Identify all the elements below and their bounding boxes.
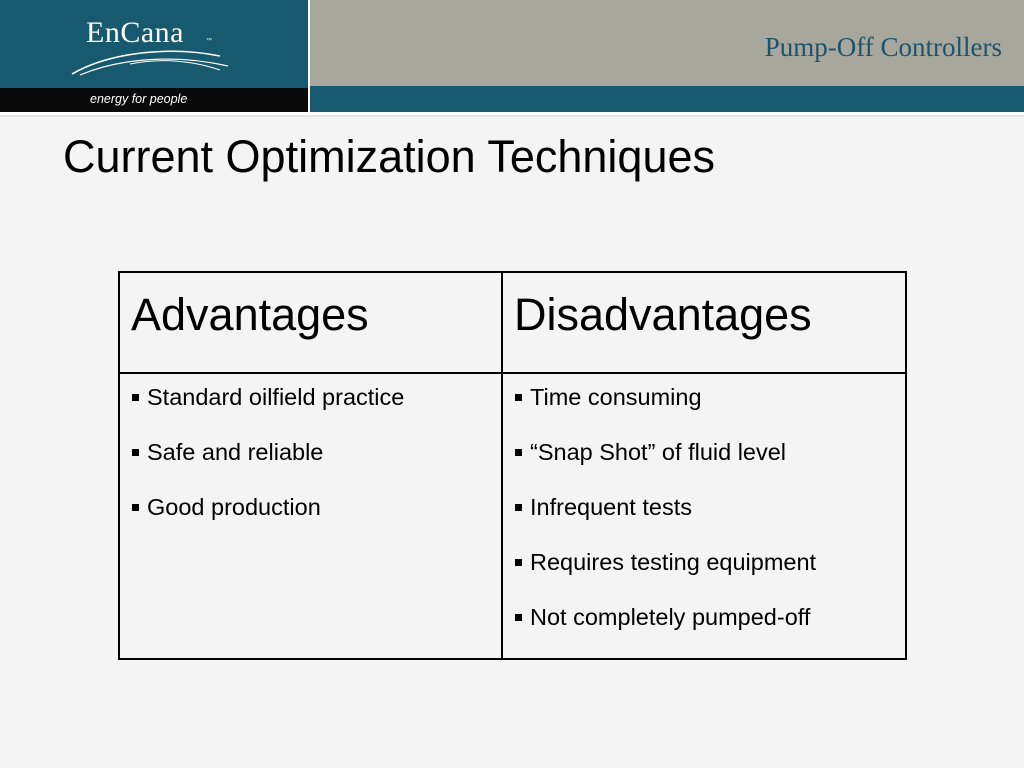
- list-item: Standard oilfield practice: [132, 383, 501, 438]
- list-item: Infrequent tests: [515, 493, 905, 548]
- square-bullet-icon: [132, 449, 139, 456]
- header-cell-advantages: Advantages: [118, 271, 503, 374]
- list-item-text: Requires testing equipment: [530, 549, 817, 575]
- logo-panel: [0, 0, 308, 88]
- list-item-text: Safe and reliable: [147, 439, 324, 465]
- comparison-table: Advantages Disadvantages Standard oilfie…: [118, 271, 907, 660]
- list-item-text: “Snap Shot” of fluid level: [530, 439, 787, 465]
- column-header: Disadvantages: [514, 289, 812, 340]
- list-item-text: Infrequent tests: [530, 494, 692, 520]
- disadvantages-cell: Time consuming “Snap Shot” of fluid leve…: [501, 372, 907, 660]
- logo-swoosh-icon: [71, 50, 229, 76]
- list-item: Safe and reliable: [132, 438, 501, 493]
- list-item-text: Not completely pumped-off: [530, 604, 811, 630]
- page-title: Current Optimization Techniques: [63, 131, 715, 182]
- logo-trademark: ™: [206, 38, 212, 44]
- list-item-text: Good production: [147, 494, 321, 520]
- advantages-cell: Standard oilfield practice Safe and reli…: [118, 372, 503, 660]
- table-header-row: Advantages Disadvantages: [118, 271, 907, 374]
- list-item: Good production: [132, 493, 501, 548]
- tagline: energy for people: [90, 92, 188, 106]
- company-logo: EnCana: [86, 16, 184, 50]
- tagline-bar: [0, 88, 308, 112]
- header-divider: [308, 0, 310, 112]
- logo-wordmark: EnCana: [86, 16, 184, 49]
- square-bullet-icon: [515, 559, 522, 566]
- list-item: Not completely pumped-off: [515, 603, 905, 658]
- header-rule-shadow: [0, 115, 1024, 117]
- square-bullet-icon: [515, 614, 522, 621]
- square-bullet-icon: [515, 394, 522, 401]
- list-item-text: Time consuming: [530, 384, 702, 410]
- list-item: Requires testing equipment: [515, 548, 905, 603]
- list-item: “Snap Shot” of fluid level: [515, 438, 905, 493]
- column-header: Advantages: [131, 289, 369, 340]
- square-bullet-icon: [515, 449, 522, 456]
- advantages-list: Standard oilfield practice Safe and reli…: [120, 374, 501, 548]
- header-cell-disadvantages: Disadvantages: [501, 271, 907, 374]
- list-item: Time consuming: [515, 383, 905, 438]
- header-band: [310, 0, 1024, 86]
- section-title: Pump-Off Controllers: [764, 32, 1002, 62]
- square-bullet-icon: [132, 394, 139, 401]
- table-row: Standard oilfield practice Safe and reli…: [118, 372, 907, 660]
- disadvantages-list: Time consuming “Snap Shot” of fluid leve…: [503, 374, 905, 658]
- header-strip: [310, 86, 1024, 112]
- square-bullet-icon: [515, 504, 522, 511]
- square-bullet-icon: [132, 504, 139, 511]
- list-item-text: Standard oilfield practice: [147, 384, 405, 410]
- header-rule: [0, 112, 1024, 115]
